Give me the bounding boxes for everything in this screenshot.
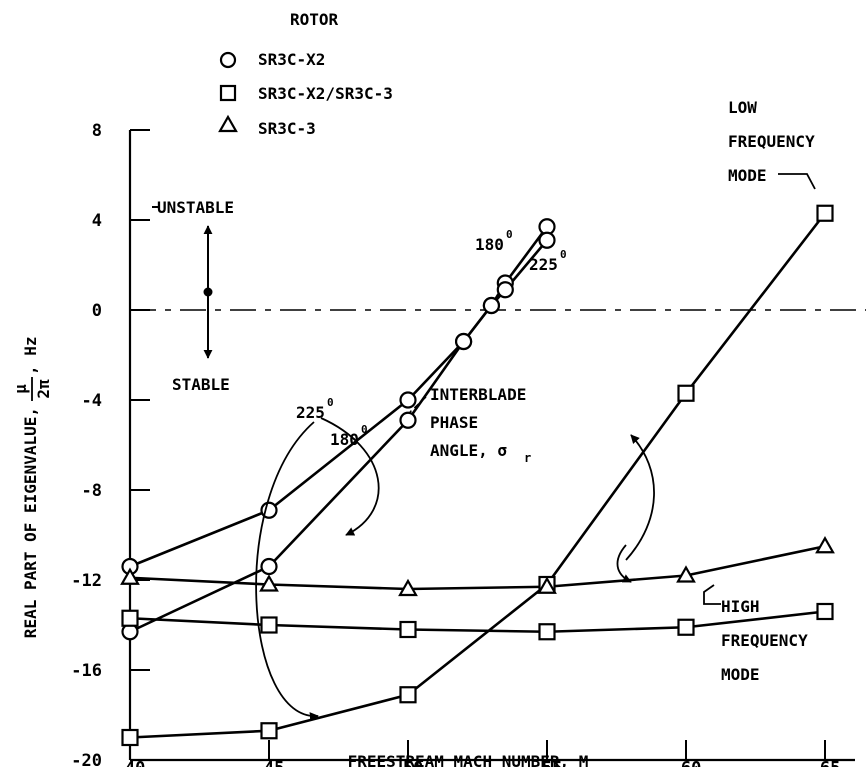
circle-point xyxy=(455,332,473,351)
x-tick-label: .65 xyxy=(810,758,841,767)
triangle-point xyxy=(815,536,835,554)
phase-title-line-3: ANGLE, σ xyxy=(430,441,507,460)
low-mode-line-1: LOW xyxy=(728,98,757,117)
square-point xyxy=(816,204,834,222)
triangle-point xyxy=(676,565,696,583)
phase-225-upper-degree: 0 xyxy=(560,248,567,261)
phase-180-upper: 180 xyxy=(475,235,504,254)
phase-225-upper: 225 xyxy=(529,255,558,274)
triangle-point xyxy=(398,578,418,597)
phase-arrow-right-down xyxy=(616,544,632,583)
high-mode-line-2: FREQUENCY xyxy=(721,631,808,650)
phase-title-line-1: INTERBLADE xyxy=(430,385,526,404)
low-mode-line-3: MODE xyxy=(728,166,767,185)
y-ticks: -20 -16 -12 -8 -4 0 4 8 xyxy=(71,121,150,767)
series-markers xyxy=(120,204,835,747)
y-tick-label: -8 xyxy=(82,481,102,501)
stable-label: STABLE xyxy=(172,375,230,394)
series-lines xyxy=(129,212,827,739)
high-mode-line-1: HIGH xyxy=(721,597,760,616)
square-point xyxy=(260,722,278,740)
triangle-point xyxy=(259,574,279,592)
circle-point xyxy=(496,281,514,299)
series-line-3 xyxy=(129,212,827,739)
x-axis-label: FREESTREAM MACH NUMBER, M xyxy=(348,752,589,767)
phase-arrow-right-up xyxy=(625,434,655,561)
x-tick-label: .50 xyxy=(393,758,424,767)
high-mode-leader xyxy=(703,584,721,605)
neutral-point xyxy=(203,287,213,297)
low-mode-leader xyxy=(778,173,816,190)
square-point xyxy=(677,618,695,636)
phase-title-leader xyxy=(409,396,427,413)
square-point xyxy=(121,609,139,627)
y-axis-label-prefix: REAL PART OF EIGENVALUE, xyxy=(21,407,40,638)
x-ticks: .40 .45 .50 .55 .60 .65 xyxy=(115,740,841,767)
mode-labels: LOW FREQUENCY MODE HIGH FREQUENCY MODE xyxy=(703,98,816,684)
triangle-point xyxy=(537,576,557,594)
square-point xyxy=(399,686,417,704)
circle-point xyxy=(260,557,278,576)
y-axis-label-2pi: 2π xyxy=(34,379,53,399)
y-tick-label: -12 xyxy=(71,571,102,591)
circle-point xyxy=(538,231,556,249)
y-tick-label: 4 xyxy=(92,211,102,231)
y-tick-label: -4 xyxy=(82,391,102,411)
y-axis-label: REAL PART OF EIGENVALUE, μ 2π , Hz xyxy=(11,336,53,638)
legend-marker-square xyxy=(219,84,237,102)
phase-180-lower: 180 xyxy=(330,430,359,449)
square-point xyxy=(816,602,834,621)
circle-point xyxy=(482,296,500,315)
phase-title-line-2: PHASE xyxy=(430,413,478,432)
y-tick-label: 8 xyxy=(92,121,102,141)
y-tick-label: -16 xyxy=(71,661,102,681)
high-mode-line-3: MODE xyxy=(721,665,760,684)
stability-indicator: UNSTABLE STABLE xyxy=(152,198,234,394)
y-tick-label: -20 xyxy=(71,751,102,767)
square-point xyxy=(260,616,278,634)
unstable-label: UNSTABLE xyxy=(157,198,234,217)
circle-point xyxy=(399,391,417,409)
x-tick-label: .60 xyxy=(671,758,702,767)
legend-marker-triangle xyxy=(218,114,238,133)
y-tick-label: 0 xyxy=(92,301,102,321)
legend-label-1: SR3C-X2/SR3C-3 xyxy=(258,84,393,103)
phase-annotations: 180 0 225 0 225 0 180 0 INTERBLADE PHASE… xyxy=(255,228,655,722)
phase-arrow-lower-pair xyxy=(255,421,319,722)
legend-label-2: SR3C-3 xyxy=(258,119,316,138)
triangle-point xyxy=(120,567,140,585)
legend: ROTOR SR3C-X2 SR3C-X2/SR3C-3 SR3C-3 xyxy=(218,10,393,138)
legend-marker-circle xyxy=(219,51,237,69)
square-point xyxy=(121,728,139,747)
circle-point xyxy=(399,411,417,429)
phase-180-upper-degree: 0 xyxy=(506,228,513,241)
phase-225-lower: 225 xyxy=(296,403,325,422)
phase-225-lower-degree: 0 xyxy=(327,396,334,409)
series-line-2 xyxy=(129,610,826,634)
legend-title: ROTOR xyxy=(290,10,339,29)
square-point xyxy=(677,384,695,402)
phase-title-subscript: r xyxy=(524,451,531,465)
x-tick-label: .45 xyxy=(254,758,285,767)
y-axis-label-suffix: , Hz xyxy=(21,336,40,375)
phase-arrow-upper-pair xyxy=(320,417,380,536)
phase-180-lower-degree: 0 xyxy=(361,423,368,436)
low-mode-line-2: FREQUENCY xyxy=(728,132,815,151)
square-point xyxy=(538,623,556,641)
x-tick-label: .40 xyxy=(115,758,146,767)
legend-label-0: SR3C-X2 xyxy=(258,50,325,69)
y-axis-label-mu: μ xyxy=(11,384,30,394)
series-line-4 xyxy=(129,544,826,591)
x-tick-label: .55 xyxy=(532,758,563,767)
square-point xyxy=(399,620,417,639)
